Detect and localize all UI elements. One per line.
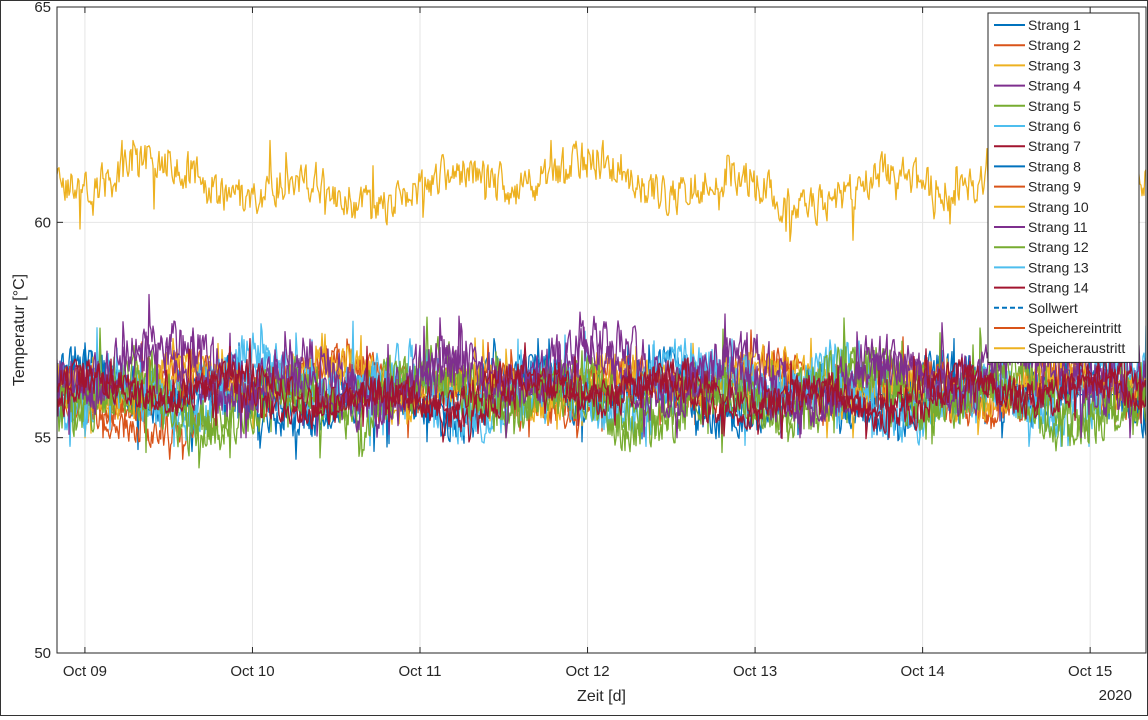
x-axis-label: Zeit [d] [577, 688, 626, 705]
legend-label: Strang 8 [1028, 158, 1081, 174]
y-tick-label: 50 [34, 645, 51, 662]
legend[interactable]: Strang 1 Strang 2 Strang 3 Strang 4 Strang 5… [987, 12, 1140, 363]
legend-label: Strang 11 [1028, 219, 1088, 235]
legend-item[interactable]: Strang 4 [994, 78, 1081, 94]
x-tick-label: Oct 13 [733, 663, 777, 680]
legend-item[interactable]: Strang 8 [994, 158, 1081, 174]
legend-item[interactable]: Strang 11 [994, 219, 1088, 235]
legend-item[interactable]: Strang 5 [994, 98, 1081, 114]
y-tick-label: 60 [34, 214, 51, 231]
series-line-strang-11 [57, 311, 1146, 439]
legend-label: Strang 3 [1028, 57, 1081, 73]
legend-item[interactable]: Strang 12 [994, 239, 1089, 255]
legend-item[interactable]: Speicheraustritt [994, 340, 1125, 356]
legend-item[interactable]: Speichereintritt [994, 320, 1121, 336]
legend-label: Strang 4 [1028, 78, 1081, 94]
x-ticks: Oct 09 Oct 10 Oct 11 Oct 12 Oct 13 Oct 14 Oct … [63, 7, 1112, 680]
x-tick-label: Oct 10 [230, 663, 274, 680]
series-line-speicheraustritt [57, 139, 1146, 243]
legend-item[interactable]: Strang 6 [994, 118, 1081, 134]
legend-item[interactable]: Strang 10 [994, 199, 1089, 215]
grid [57, 6, 1146, 654]
legend-label: Strang 10 [1028, 199, 1089, 215]
legend-item[interactable]: Strang 3 [994, 57, 1081, 73]
x-tick-label: Oct 09 [63, 663, 107, 680]
legend-item[interactable]: Strang 7 [994, 138, 1081, 154]
legend-item[interactable]: Strang 1 [994, 17, 1081, 33]
axes-box [56, 6, 1147, 654]
x-tick-label: Oct 11 [398, 663, 441, 680]
year-label: 2020 [1099, 687, 1132, 704]
legend-label: Sollwert [1028, 300, 1078, 316]
y-tick-label: 65 [34, 1, 51, 16]
legend-item[interactable]: Sollwert [994, 300, 1078, 316]
legend-item[interactable]: Strang 9 [994, 179, 1081, 195]
y-tick-label: 55 [34, 430, 51, 447]
legend-label: Strang 12 [1028, 239, 1089, 255]
plot-area [57, 139, 1146, 469]
legend-label: Strang 9 [1028, 179, 1081, 195]
legend-label: Strang 14 [1028, 280, 1089, 296]
y-ticks: 50 55 60 65 [34, 0, 63, 662]
legend-item[interactable]: Strang 13 [994, 259, 1089, 275]
x-tick-label: Oct 15 [1068, 663, 1112, 680]
legend-label: Speichereintritt [1028, 320, 1121, 336]
legend-label: Strang 6 [1028, 118, 1081, 134]
legend-label: Speicheraustritt [1028, 340, 1125, 356]
legend-label: Strang 2 [1028, 37, 1081, 53]
x-tick-label: Oct 12 [565, 663, 609, 680]
legend-label: Strang 5 [1028, 98, 1081, 114]
legend-item[interactable]: Strang 14 [994, 280, 1089, 296]
legend-label: Strang 7 [1028, 138, 1081, 154]
legend-label: Strang 13 [1028, 259, 1089, 275]
legend-item[interactable]: Strang 2 [994, 37, 1081, 53]
x-tick-label: Oct 14 [901, 663, 945, 680]
legend-box [987, 12, 1140, 363]
y-axis-label: Temperatur [°C] [11, 274, 28, 386]
series-line-strang-7 [57, 337, 1146, 443]
legend-label: Strang 1 [1028, 17, 1081, 33]
